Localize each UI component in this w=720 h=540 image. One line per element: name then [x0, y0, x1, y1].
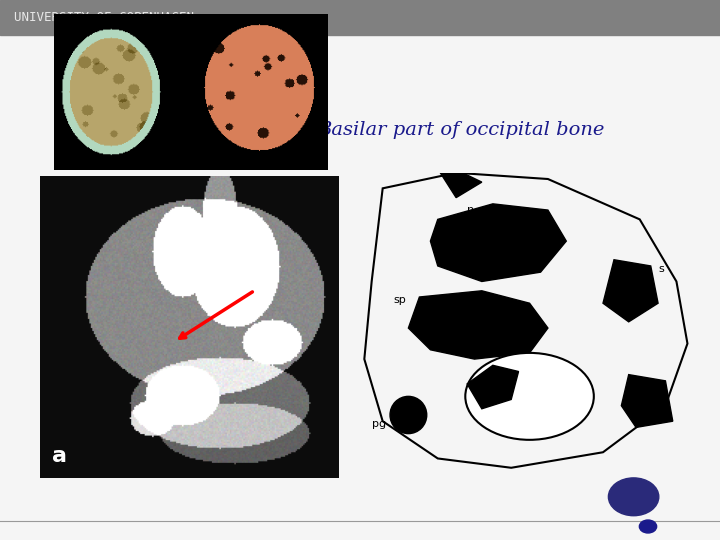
Circle shape: [608, 478, 659, 516]
Text: b: b: [313, 453, 329, 472]
Text: a: a: [52, 446, 66, 466]
Polygon shape: [408, 291, 548, 359]
Ellipse shape: [390, 396, 427, 434]
Polygon shape: [431, 204, 567, 281]
Ellipse shape: [465, 353, 594, 440]
Polygon shape: [467, 365, 518, 409]
Text: s: s: [658, 264, 664, 274]
Bar: [0, 0, 720, 35]
Polygon shape: [603, 260, 658, 322]
Text: sp: sp: [394, 295, 407, 305]
Text: n: n: [467, 205, 474, 215]
Text: pg: pg: [372, 420, 386, 429]
Circle shape: [639, 520, 657, 533]
Text: ba: ba: [640, 382, 654, 392]
Polygon shape: [621, 375, 672, 428]
Text: UNIVERSITY OF COPENHAGEN: UNIVERSITY OF COPENHAGEN: [14, 11, 194, 24]
Text: Basilar part of occipital bone: Basilar part of occipital bone: [317, 120, 604, 139]
Polygon shape: [431, 157, 482, 198]
